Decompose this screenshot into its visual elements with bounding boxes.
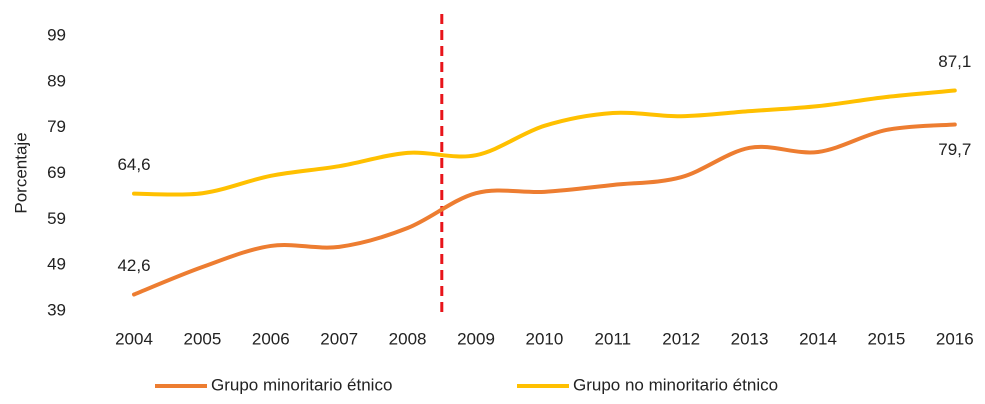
legend-label: Grupo minoritario étnico	[211, 375, 392, 394]
series-line	[132, 88, 957, 197]
x-tick-label: 2014	[799, 329, 837, 348]
x-tick-label: 2008	[389, 329, 427, 348]
y-tick-label: 99	[47, 25, 66, 44]
x-tick-label: 2007	[320, 329, 358, 348]
x-tick-label: 2013	[731, 329, 769, 348]
x-tick-label: 2015	[867, 329, 905, 348]
legend-label: Grupo no minoritario étnico	[573, 375, 778, 394]
x-tick-label: 2005	[183, 329, 221, 348]
x-tick-label: 2010	[525, 329, 563, 348]
x-tick-label: 2011	[595, 329, 632, 348]
x-tick-label: 2004	[115, 329, 153, 348]
y-tick-label: 39	[47, 300, 66, 319]
x-tick-label: 2009	[457, 329, 495, 348]
y-tick-label: 49	[47, 255, 66, 274]
data-label: 87,1	[938, 52, 971, 71]
data-label: 64,6	[117, 155, 150, 174]
data-label: 79,7	[938, 140, 971, 159]
x-tick-label: 2006	[252, 329, 290, 348]
y-tick-label: 89	[47, 71, 66, 90]
y-tick-label: 79	[47, 117, 66, 136]
y-tick-label: 69	[47, 163, 66, 182]
series-line	[132, 122, 957, 297]
x-tick-label: 2012	[662, 329, 700, 348]
x-tick-label: 2016	[936, 329, 974, 348]
y-tick-label: 59	[47, 209, 66, 228]
y-axis-label: Porcentaje	[11, 132, 30, 213]
data-label: 42,6	[117, 256, 150, 275]
